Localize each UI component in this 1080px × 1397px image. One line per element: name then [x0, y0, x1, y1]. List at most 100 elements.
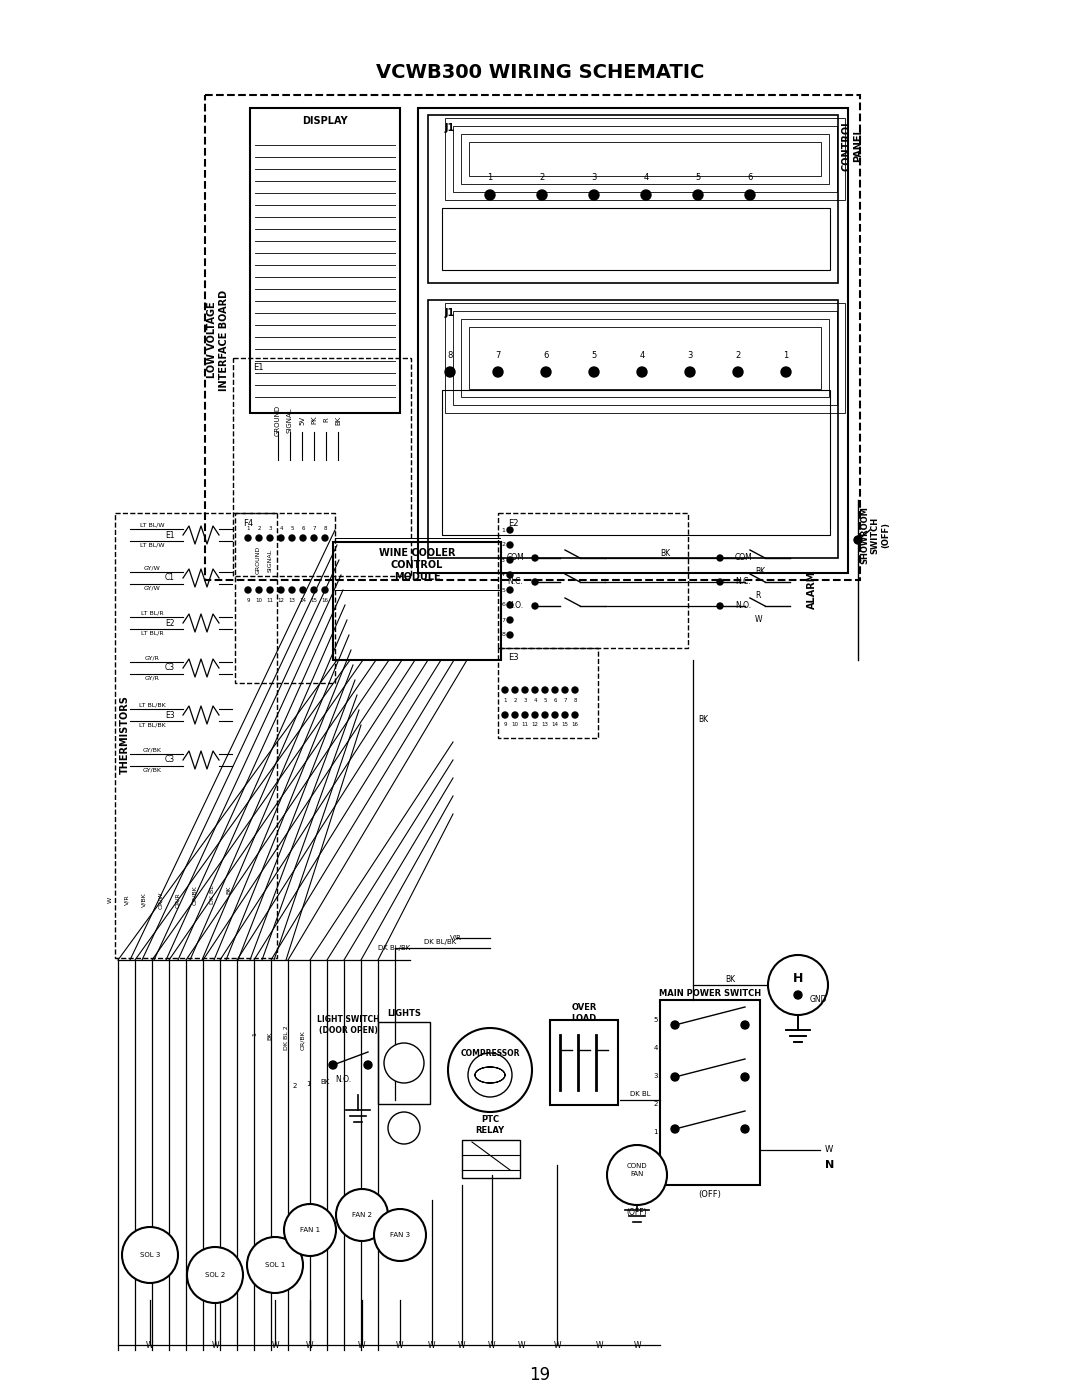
- Bar: [442, 208, 831, 270]
- Text: W: W: [553, 1341, 561, 1350]
- Circle shape: [507, 527, 513, 534]
- Circle shape: [562, 687, 568, 693]
- Text: W: W: [458, 1341, 465, 1350]
- Circle shape: [717, 578, 723, 585]
- Text: 8: 8: [323, 525, 327, 531]
- Text: OVER
LOAD: OVER LOAD: [571, 1003, 596, 1023]
- Text: J1: J1: [445, 307, 456, 319]
- Text: GY/W: GY/W: [144, 566, 160, 570]
- Text: MAIN POWER SWITCH: MAIN POWER SWITCH: [659, 989, 761, 997]
- Circle shape: [448, 1028, 532, 1112]
- Text: W: W: [108, 897, 112, 902]
- Text: SOL 1: SOL 1: [265, 1261, 285, 1268]
- Circle shape: [507, 617, 513, 623]
- Text: OR/R: OR/R: [175, 893, 180, 908]
- Text: DK BL/BK: DK BL/BK: [378, 944, 410, 951]
- Text: DK BL: DK BL: [210, 886, 215, 904]
- Text: OR/BK: OR/BK: [192, 886, 198, 905]
- Text: 5: 5: [543, 697, 546, 703]
- Text: COMPRESSOR: COMPRESSOR: [460, 1049, 519, 1058]
- Circle shape: [245, 587, 251, 592]
- Text: SOL 2: SOL 2: [205, 1273, 225, 1278]
- Bar: [462, 1140, 519, 1178]
- Circle shape: [685, 367, 696, 377]
- Text: 6: 6: [501, 602, 505, 608]
- Text: 5: 5: [653, 1017, 658, 1023]
- Circle shape: [507, 602, 513, 608]
- Circle shape: [311, 587, 318, 592]
- Text: 5: 5: [501, 588, 505, 592]
- Text: 2: 2: [293, 1083, 297, 1090]
- Text: 4: 4: [639, 352, 645, 360]
- Text: LT BL/BK: LT BL/BK: [138, 722, 165, 728]
- Circle shape: [522, 712, 528, 718]
- Text: J1: J1: [445, 123, 456, 133]
- Text: 1: 1: [783, 352, 788, 360]
- Text: R: R: [755, 591, 760, 601]
- Text: CONTROL
PANEL: CONTROL PANEL: [841, 119, 863, 172]
- Text: R: R: [323, 418, 329, 422]
- Bar: [498, 648, 598, 738]
- Text: 1: 1: [253, 1032, 257, 1037]
- Bar: [418, 108, 848, 573]
- Circle shape: [502, 712, 508, 718]
- Bar: [333, 542, 501, 659]
- Circle shape: [794, 990, 802, 999]
- Circle shape: [512, 712, 518, 718]
- Circle shape: [532, 555, 538, 562]
- Text: 6: 6: [747, 173, 753, 183]
- Circle shape: [492, 367, 503, 377]
- Circle shape: [336, 1189, 388, 1241]
- Text: 3: 3: [687, 352, 692, 360]
- Text: BK: BK: [227, 886, 231, 894]
- Text: 7: 7: [312, 525, 315, 531]
- Circle shape: [671, 1073, 679, 1081]
- Text: 5: 5: [291, 525, 294, 531]
- Text: 19: 19: [529, 1366, 551, 1384]
- Circle shape: [768, 956, 828, 1016]
- Circle shape: [693, 190, 703, 200]
- Circle shape: [532, 687, 538, 693]
- Text: E2: E2: [508, 518, 518, 528]
- Text: 2: 2: [513, 697, 516, 703]
- Text: 2: 2: [539, 173, 544, 183]
- Text: SIGNAL: SIGNAL: [287, 407, 293, 433]
- Circle shape: [745, 190, 755, 200]
- Text: 7: 7: [501, 617, 505, 623]
- Text: BK: BK: [660, 549, 670, 557]
- Text: 4: 4: [280, 525, 283, 531]
- Circle shape: [507, 542, 513, 548]
- Text: E2: E2: [165, 619, 175, 627]
- Bar: [249, 108, 400, 414]
- Circle shape: [289, 535, 295, 541]
- Bar: [453, 312, 837, 405]
- Bar: [469, 327, 821, 388]
- Text: THERMISTORS: THERMISTORS: [120, 696, 130, 774]
- Circle shape: [256, 535, 262, 541]
- Text: OR/W: OR/W: [159, 891, 163, 909]
- Text: W: W: [429, 1341, 435, 1350]
- Text: 15: 15: [562, 722, 568, 728]
- Circle shape: [512, 687, 518, 693]
- Text: PK: PK: [311, 416, 318, 425]
- Circle shape: [384, 1044, 424, 1083]
- Circle shape: [671, 1125, 679, 1133]
- Text: W: W: [825, 1146, 834, 1154]
- Text: W: W: [146, 1341, 153, 1350]
- Text: GND: GND: [810, 996, 827, 1004]
- Circle shape: [311, 535, 318, 541]
- Circle shape: [468, 1053, 512, 1097]
- Text: 8: 8: [501, 633, 505, 637]
- Circle shape: [445, 367, 455, 377]
- Text: 3: 3: [501, 557, 505, 563]
- Text: E1: E1: [253, 363, 264, 373]
- Circle shape: [572, 712, 578, 718]
- Circle shape: [374, 1208, 426, 1261]
- Text: W: W: [359, 1341, 366, 1350]
- Circle shape: [507, 571, 513, 578]
- Text: DK BL/BK: DK BL/BK: [423, 939, 456, 944]
- Bar: [445, 117, 845, 200]
- Circle shape: [781, 367, 791, 377]
- Bar: [428, 300, 838, 557]
- Text: N.O.: N.O.: [507, 602, 523, 610]
